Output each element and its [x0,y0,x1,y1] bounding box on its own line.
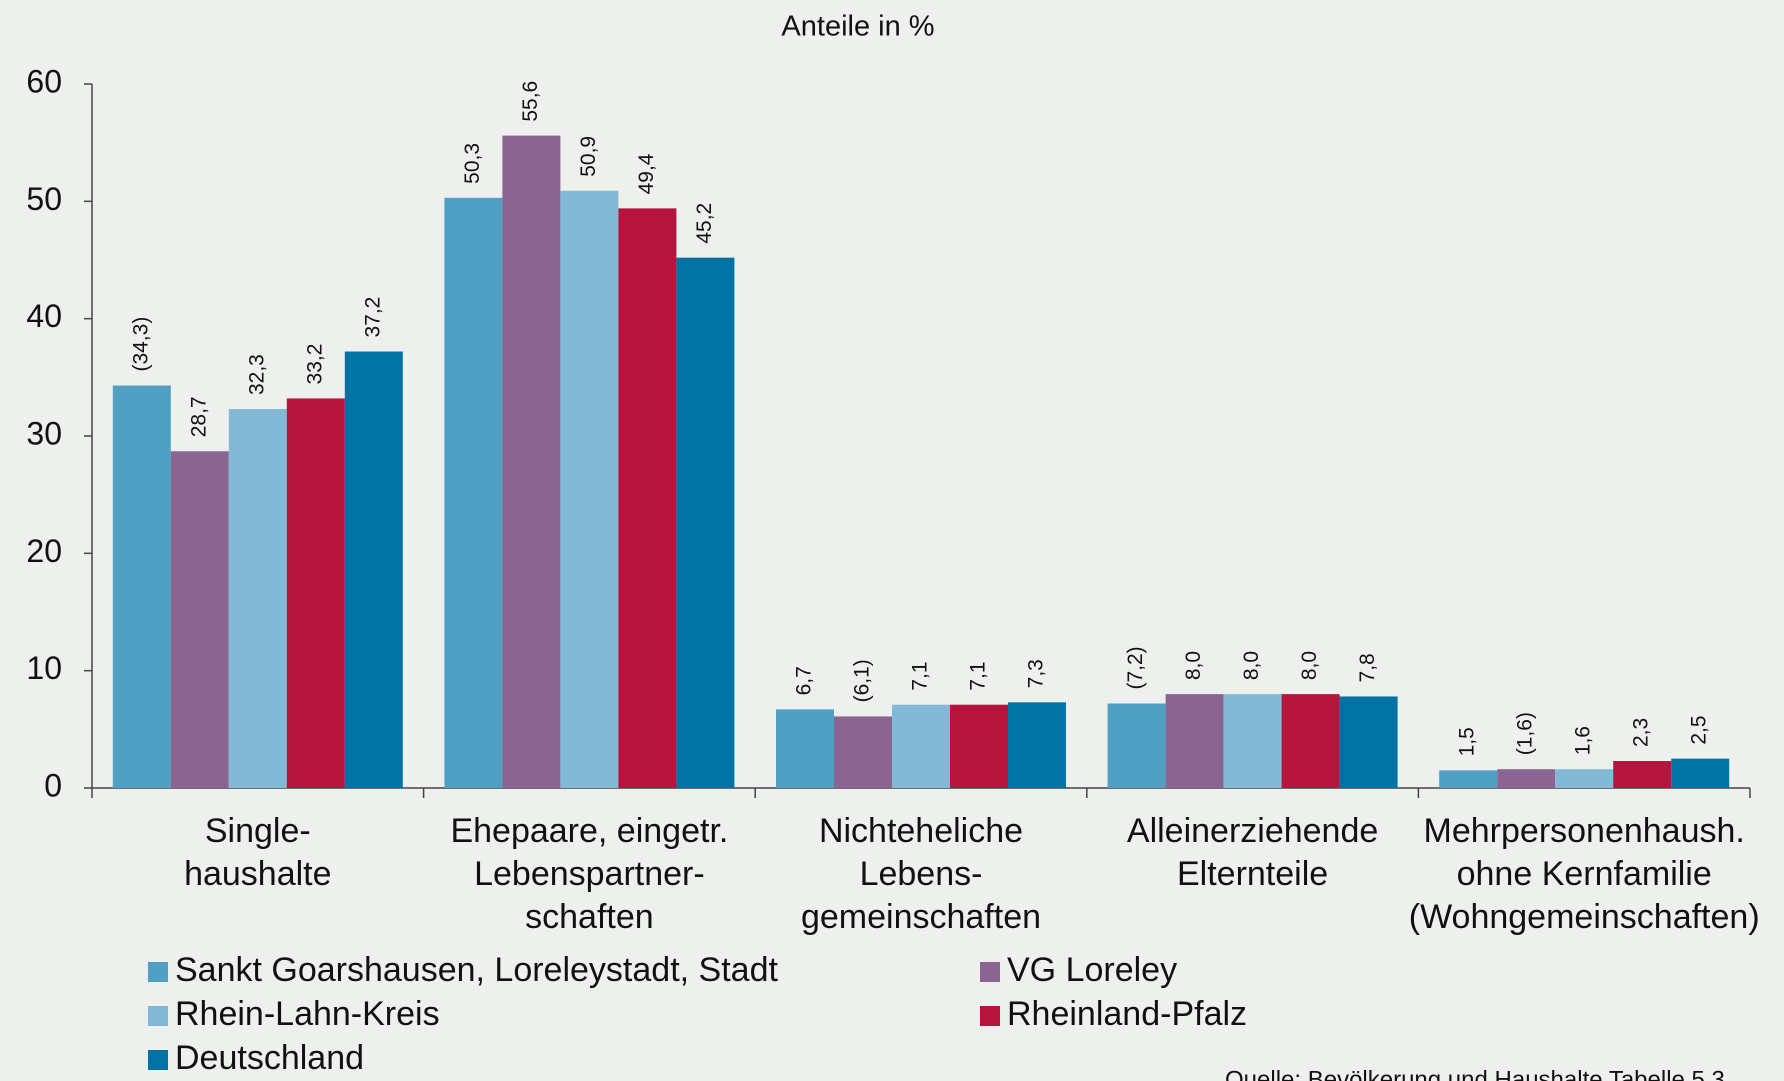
bar [776,709,834,788]
bar [676,257,735,788]
value-label: 1,5 [1456,727,1479,756]
y-tick-label: 60 [26,63,62,99]
value-label: 55,6 [519,81,542,122]
y-tick-label: 50 [26,181,62,217]
x-tick-label: Alleinerziehende Elternteile [1127,812,1378,893]
y-tick-label: 40 [26,298,62,334]
source-note: Quelle: Bevölkerung und Haushalte Tabell… [1225,1066,1725,1081]
bar [170,451,229,788]
value-label: 8,0 [1240,651,1263,680]
bar [1339,696,1398,788]
value-label: 7,1 [909,661,932,690]
value-label: 37,2 [361,297,384,338]
legend-swatch [148,1006,168,1026]
value-label: (34,3) [129,317,152,372]
x-tick-label: Ehepaare, eingetr. Lebenspartner-schaften [450,812,728,936]
bar [1107,703,1166,788]
value-label: 33,2 [303,344,326,385]
bar [502,135,561,789]
legend-swatch [980,962,1000,982]
bar [1165,694,1224,788]
bar [892,704,950,788]
value-label: 50,3 [461,143,484,184]
bar [1613,761,1672,788]
value-label: 6,7 [793,666,816,695]
bar [560,190,619,789]
legend-label: Sankt Goarshausen, Loreleystadt, Stadt [175,951,778,989]
y-tick-label: 30 [26,415,62,451]
x-tick-label: Single-haushalte [184,812,331,893]
legend-swatch [980,1006,1000,1026]
legend-swatch [148,1050,168,1070]
bar [1555,769,1614,788]
value-label: 45,2 [693,203,716,244]
x-tick-label: Nichteheliche Lebens-gemeinschaften [801,812,1041,936]
bar [228,409,287,788]
bar [1223,694,1282,788]
value-label: 8,0 [1182,651,1205,680]
bar [1497,769,1556,788]
bar [112,385,171,788]
y-tick-label: 10 [26,650,62,686]
y-tick-label: 0 [44,767,62,803]
legend-label: VG Loreley [1007,951,1177,989]
bar [1439,770,1498,788]
value-label: 7,1 [967,661,990,690]
bar [834,716,892,788]
chart-title: Anteile in % [781,11,934,43]
value-label: (7,2) [1124,646,1147,689]
y-tick-label: 20 [26,533,62,569]
bar [1671,758,1730,788]
bar [1281,694,1340,788]
value-label: 49,4 [635,153,658,194]
value-label: 7,8 [1356,653,1379,682]
value-label: 50,9 [577,136,600,177]
legend-swatch [148,962,168,982]
value-label: (1,6) [1514,712,1537,755]
bar [344,351,403,788]
bar [286,398,345,788]
bar [950,704,1008,788]
value-label: 28,7 [187,396,210,437]
value-label: 32,3 [245,354,268,395]
value-label: 2,5 [1688,715,1711,744]
legend-label: Rhein-Lahn-Kreis [175,995,440,1033]
value-label: 8,0 [1298,651,1321,680]
bar [618,208,677,788]
value-label: 7,3 [1025,659,1048,688]
value-label: 2,3 [1630,718,1653,747]
value-label: (6,1) [851,659,874,702]
bar [1008,702,1066,788]
legend-label: Rheinland-Pfalz [1007,995,1247,1033]
bar [444,197,503,788]
legend-label: Deutschland [175,1039,364,1077]
x-tick-label: Mehrpersonenhaush. ohne Kernfamilie (Wohng… [1409,812,1760,936]
value-label: 1,6 [1572,726,1595,755]
